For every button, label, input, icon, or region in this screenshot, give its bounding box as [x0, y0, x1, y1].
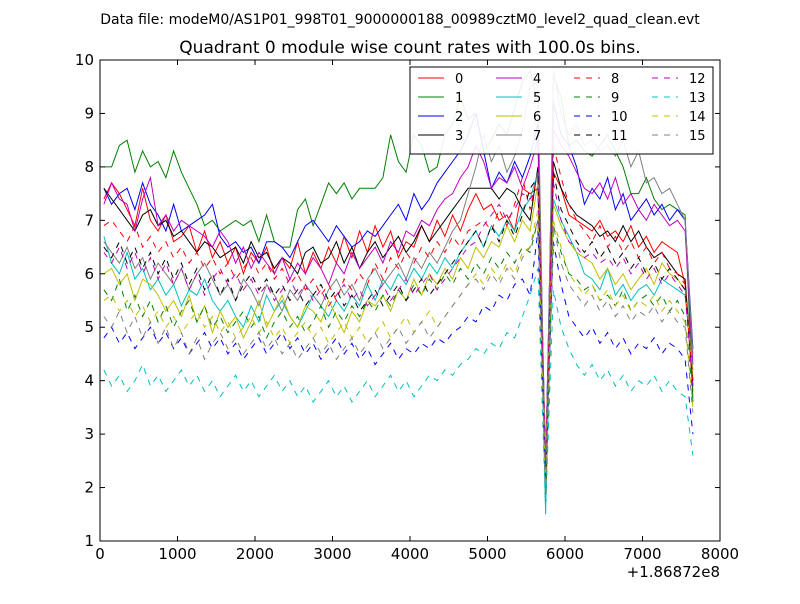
series-line-14 — [103, 209, 694, 488]
x-offset-label: +1.86872e8 — [627, 563, 720, 581]
series-line-4 — [103, 129, 694, 483]
series-layer — [103, 69, 694, 515]
legend-label-4: 4 — [533, 72, 541, 87]
y-tick-label: 10 — [75, 51, 94, 69]
legend-label-14: 14 — [689, 110, 706, 125]
y-tick-label: 4 — [84, 372, 94, 390]
series-line-3 — [103, 161, 694, 477]
legend-label-5: 5 — [533, 91, 541, 106]
series-line-12 — [103, 182, 694, 461]
legend-label-12: 12 — [689, 72, 706, 87]
legend-box — [409, 66, 714, 155]
y-tick-label: 7 — [84, 211, 94, 229]
y-tick-label: 9 — [84, 104, 94, 122]
series-line-5 — [103, 172, 694, 515]
figure-suptitle: Data file: modeM0/AS1P01_998T01_90000001… — [100, 12, 700, 28]
legend-label-7: 7 — [533, 129, 541, 144]
chart-title: Quadrant 0 module wise count rates with … — [179, 38, 640, 58]
series-line-10 — [103, 230, 694, 477]
x-tick-label: 8000 — [701, 545, 739, 563]
legend-label-2: 2 — [455, 110, 463, 125]
axis-ticks: 0 1000 2000 3000 4000 5000 6000 7000 80001234567… — [75, 51, 739, 563]
legend-label-8: 8 — [611, 72, 619, 87]
x-tick-label: 4000 — [391, 545, 429, 563]
x-tick-label: 7000 — [623, 545, 661, 563]
x-tick-label: 6000 — [546, 545, 584, 563]
y-tick-label: 8 — [84, 158, 94, 176]
x-tick-label: 2000 — [236, 545, 274, 563]
legend-label-1: 1 — [455, 91, 463, 106]
legend-label-3: 3 — [455, 129, 463, 144]
legend-label-9: 9 — [611, 91, 619, 106]
y-tick-label: 1 — [84, 532, 94, 550]
series-line-2 — [103, 102, 694, 467]
series-line-8 — [103, 145, 694, 499]
legend-label-13: 13 — [689, 91, 706, 106]
y-tick-label: 2 — [84, 479, 94, 497]
legend-label-15: 15 — [689, 129, 706, 144]
y-tick-label: 5 — [84, 318, 94, 336]
series-line-0 — [103, 171, 694, 456]
y-tick-label: 3 — [84, 425, 94, 443]
x-tick-label: 1000 — [158, 545, 196, 563]
x-tick-label: 5000 — [468, 545, 506, 563]
legend-label-11: 11 — [611, 129, 628, 144]
legend-label-6: 6 — [533, 110, 541, 125]
x-tick-label: 3000 — [313, 545, 351, 563]
x-tick-label: 0 — [95, 545, 105, 563]
legend-label-0: 0 — [455, 72, 463, 87]
y-tick-label: 6 — [84, 265, 94, 283]
legend-label-10: 10 — [611, 110, 628, 125]
